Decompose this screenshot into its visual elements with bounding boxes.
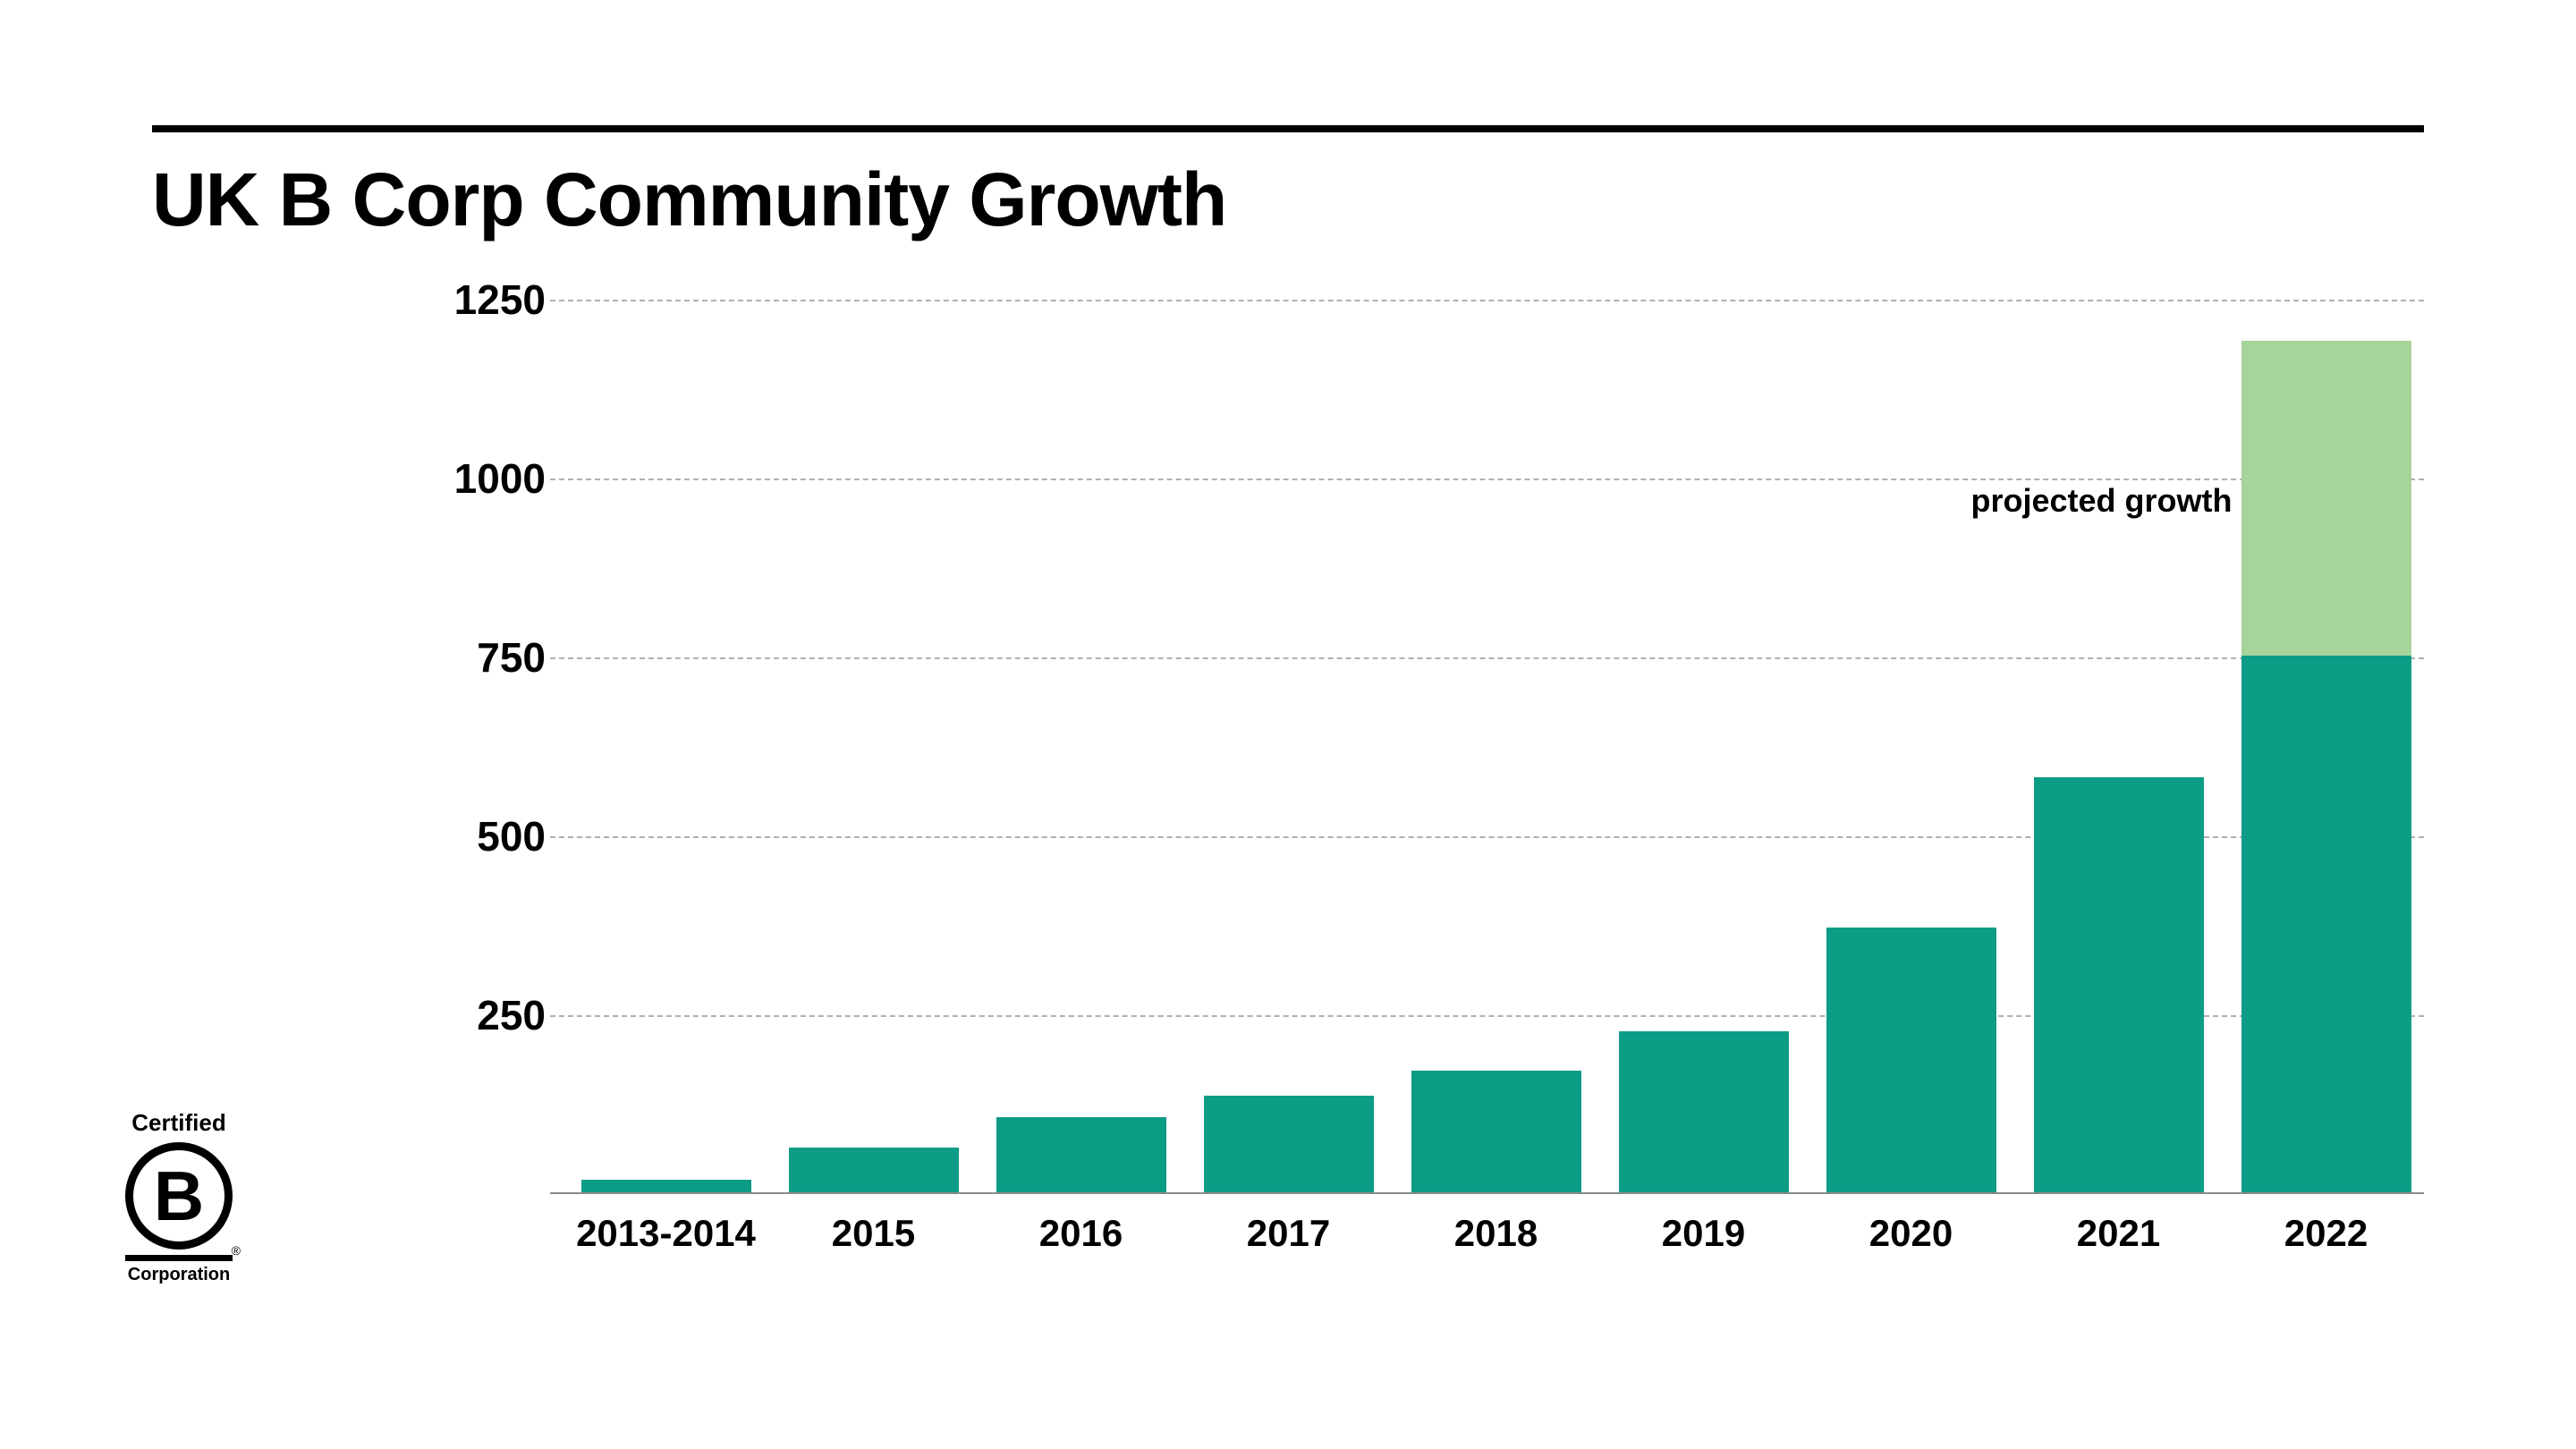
plot-area: 250500750100012502013-201420152016201720… [550,300,2424,1194]
x-axis-label: 2015 [758,1212,990,1255]
x-axis-label: 2013-2014 [550,1212,783,1255]
logo-underline [125,1255,233,1261]
x-axis-label: 2016 [965,1212,1198,1255]
bar [1411,1071,1581,1192]
y-axis-label: 250 [420,991,546,1039]
x-axis-label: 2022 [2210,1212,2443,1255]
bar-group [789,298,959,1192]
bar-group [1204,298,1374,1192]
x-axis-label: 2019 [1588,1212,1820,1255]
bar [1619,1031,1789,1192]
logo-registered: ® [232,1243,241,1258]
chart-title: UK B Corp Community Growth [152,157,1226,243]
y-axis-label: 750 [420,633,546,682]
x-axis-label: 2020 [1795,1212,2028,1255]
logo-bottom-word: Corporation [112,1265,246,1285]
bar-group [1826,298,1996,1192]
slide: UK B Corp Community Growth 2505007501000… [0,0,2576,1449]
bar [2034,777,2204,1192]
bar [2241,656,2411,1192]
bar-chart: 250500750100012502013-201420152016201720… [407,300,2424,1248]
bar-group [1619,298,1789,1192]
logo-letter: B [154,1161,204,1231]
bar [996,1117,1166,1192]
bar-group [2241,298,2411,1192]
bar-group [581,298,751,1192]
bar [1204,1096,1374,1192]
x-axis-label: 2021 [2003,1212,2235,1255]
bar [1826,928,1996,1192]
y-axis-label: 1250 [420,275,546,324]
projected-growth-label: projected growth [1946,482,2233,520]
bcorp-logo: Certified B ® Corporation [112,1109,246,1285]
bar-group [1411,298,1581,1192]
x-axis-label: 2017 [1173,1212,1405,1255]
bar [789,1148,959,1192]
logo-top-word: Certified [112,1109,246,1137]
bar-group [2034,298,2204,1192]
bar-group [996,298,1166,1192]
x-axis-label: 2018 [1380,1212,1613,1255]
logo-circle: B [125,1142,233,1250]
y-axis-label: 1000 [420,454,546,503]
y-axis-label: 500 [420,812,546,860]
bar [581,1180,751,1192]
top-divider [152,125,2424,132]
